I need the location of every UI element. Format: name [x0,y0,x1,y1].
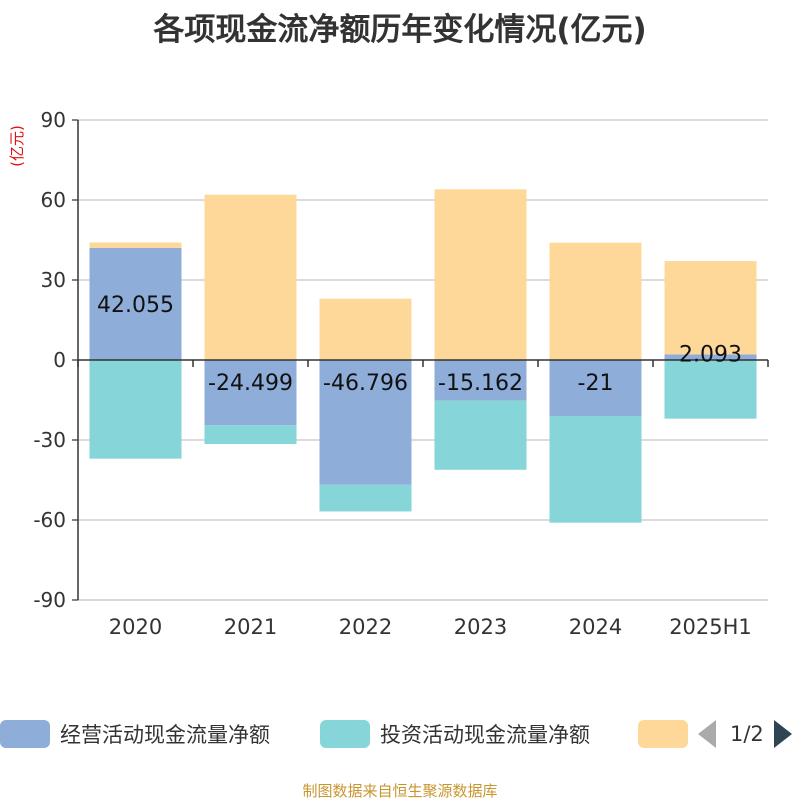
pager-next-icon[interactable] [773,720,792,748]
y-tick-label: -60 [33,508,66,532]
bar-2024-series-1[interactable] [549,416,642,523]
data-label-2022: -46.796 [323,371,408,396]
bar-2020-series-2[interactable] [89,242,182,248]
x-tick-label-2022: 2022 [339,615,392,639]
chart-title: 各项现金流净额历年变化情况(亿元) [153,12,647,48]
bar-2022-series-0[interactable] [319,360,412,485]
x-tick-label-2025H1: 2025H1 [669,615,752,639]
pager-indicator: 1/2 [730,722,764,746]
bar-2021-series-2[interactable] [204,194,297,360]
bar-2025H1-series-1[interactable] [664,360,757,419]
bar-2021-series-1[interactable] [204,425,297,444]
bar-2020-series-0[interactable] [89,247,182,360]
legend-label-operating: 经营活动现金流量净额 [60,723,270,747]
data-label-2025H1: 2.093 [679,342,742,367]
bar-2023-series-1[interactable] [434,400,527,470]
y-tick-label: 90 [41,108,66,132]
bar-2022-series-2[interactable] [319,298,412,360]
legend-label-investing: 投资活动现金流量净额 [380,723,590,747]
bar-2024-series-2[interactable] [549,242,642,360]
data-label-2021: -24.499 [208,371,293,396]
legend-swatch-investing [320,720,370,748]
legend-item-operating[interactable]: 经营活动现金流量净额 [0,716,270,752]
axes: 90 60 30 0 -30 -60 -90 (亿元) 2020 2021 2022 2023 2024… [8,108,769,639]
data-label-2024: -21 [578,371,614,396]
y-tick-label: 60 [41,188,66,212]
data-label-2020: 42.055 [97,293,174,318]
x-tick-label-2024: 2024 [569,615,622,639]
pager-prev-icon[interactable] [698,720,716,748]
legend: 经营活动现金流量净额 投资活动现金流量净额 1/2 [0,716,800,752]
source-note: 制图数据来自恒生聚源数据库 [302,782,498,800]
grid-lines [78,119,768,601]
legend-item-investing[interactable]: 投资活动现金流量净额 [320,716,590,752]
legend-pager: 1/2 [698,716,792,752]
x-tick-label-2021: 2021 [224,615,277,639]
y-tick-label: 30 [41,268,66,292]
bar-2025H1-series-2[interactable] [664,261,757,355]
bar-2025H1-series-0[interactable] [664,354,757,360]
x-tick-label-2020: 2020 [109,615,162,639]
legend-swatch-operating [0,720,50,748]
y-axis-label: (亿元) [8,125,26,167]
bar-2022-series-1[interactable] [319,484,412,512]
bar-2024-series-0[interactable] [549,360,642,416]
data-labels: 42.055 -24.499 -46.796 -15.162 -21 2.093 [97,293,742,396]
x-tick-label-2023: 2023 [454,615,507,639]
y-tick-label: 0 [53,348,66,372]
y-tick-label: -30 [33,428,66,452]
bars [89,189,757,523]
bar-2021-series-0[interactable] [204,360,297,426]
data-label-2023: -15.162 [438,371,523,396]
legend-swatch-financing [638,720,688,748]
bar-2023-series-2[interactable] [434,189,527,360]
bar-2023-series-0[interactable] [434,360,527,401]
chart-plot: 90 60 30 0 -30 -60 -90 (亿元) 2020 2021 2022 2023 2024… [8,108,769,639]
bar-2020-series-1[interactable] [89,360,182,459]
legend-item-financing[interactable] [638,716,698,752]
y-tick-label: -90 [33,588,66,612]
